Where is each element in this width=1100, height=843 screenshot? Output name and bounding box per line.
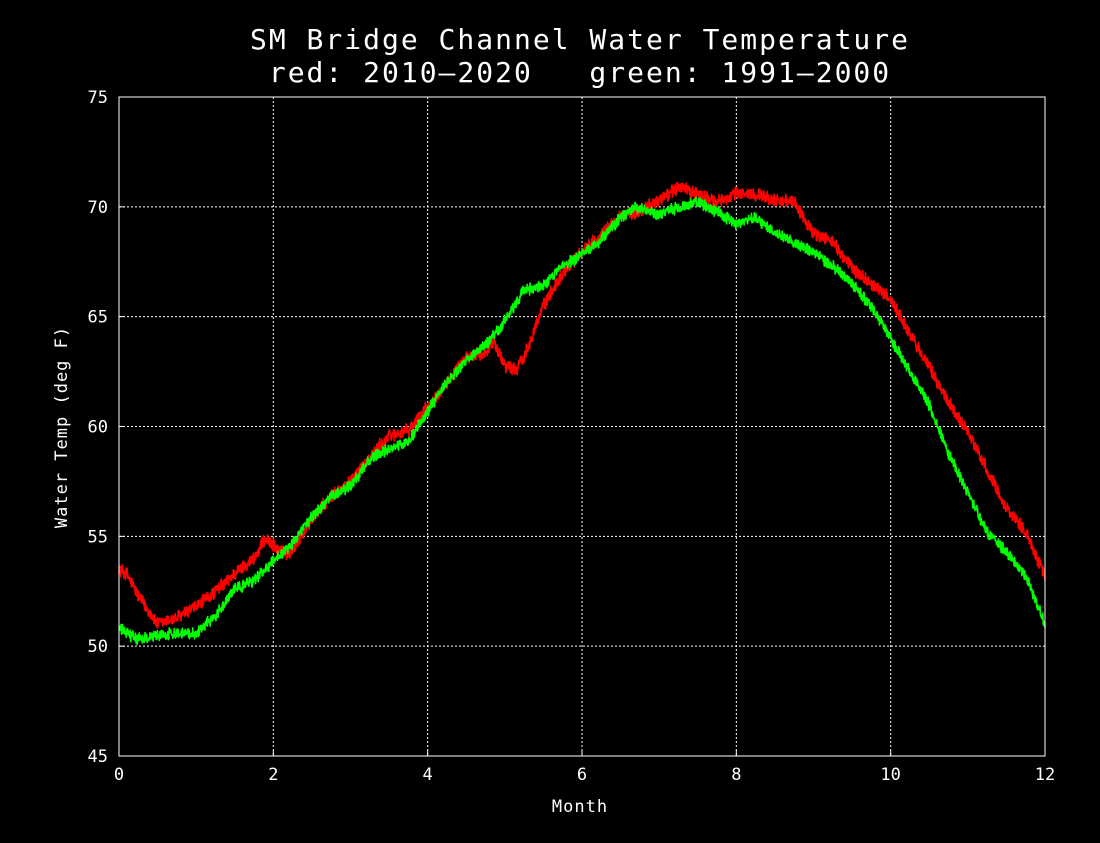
y-tick-label: 75 bbox=[88, 88, 108, 108]
axis-ticks: 0 2 4 6 8 10 12 45 50 55 60 65 70 75 bbox=[88, 88, 1056, 785]
series-line-0 bbox=[118, 182, 1046, 630]
y-tick-label: 60 bbox=[88, 418, 108, 438]
y-tick-label: 55 bbox=[88, 527, 108, 547]
plot-series bbox=[118, 182, 1046, 646]
x-tick-label: 2 bbox=[268, 765, 278, 785]
x-axis-label: Month bbox=[552, 797, 608, 817]
y-tick-label: 65 bbox=[88, 308, 108, 328]
series-line-1 bbox=[118, 196, 1046, 646]
y-axis-label: Water Temp (deg F) bbox=[52, 326, 72, 528]
x-tick-label: 6 bbox=[577, 765, 587, 785]
y-tick-label: 45 bbox=[88, 747, 108, 767]
y-tick-label: 70 bbox=[88, 198, 108, 218]
x-tick-label: 12 bbox=[1035, 765, 1055, 785]
y-tick-label: 50 bbox=[88, 637, 108, 657]
x-tick-label: 8 bbox=[731, 765, 741, 785]
chart-subtitle: red: 2010—2020 green: 1991—2000 bbox=[269, 56, 891, 89]
x-tick-label: 4 bbox=[423, 765, 433, 785]
chart-title: SM Bridge Channel Water Temperature bbox=[250, 23, 910, 56]
x-tick-label: 0 bbox=[114, 765, 124, 785]
x-tick-label: 10 bbox=[880, 765, 900, 785]
grid bbox=[119, 97, 1045, 756]
